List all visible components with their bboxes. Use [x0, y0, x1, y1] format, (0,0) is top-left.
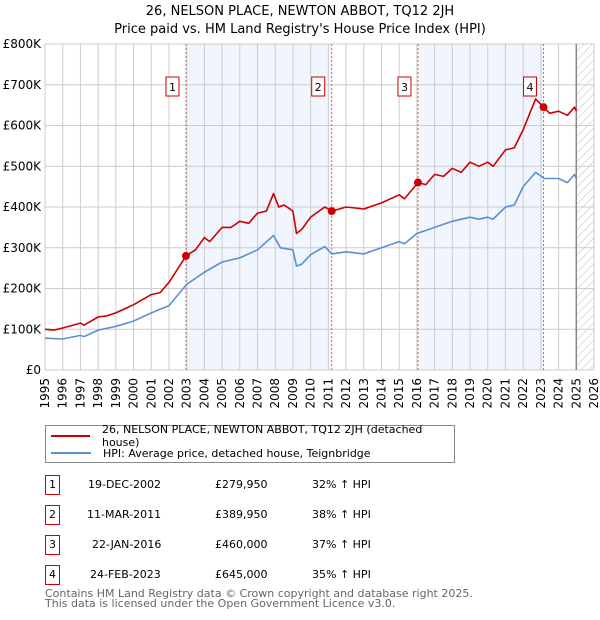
x-tick-label: 1996	[56, 378, 70, 409]
x-tick-label: 2018	[445, 378, 459, 409]
sale-point	[181, 251, 190, 260]
sale-label: 3	[401, 81, 408, 94]
chart-subtitle: Price paid vs. HM Land Registry's House …	[114, 22, 486, 37]
y-tick-label: £800K	[3, 37, 43, 51]
property-price-line	[44, 98, 578, 331]
legend: 26, NELSON PLACE, NEWTON ABBOT, TQ12 2JH…	[45, 423, 455, 463]
sale-label-box	[523, 76, 538, 97]
x-tick-label: 1999	[109, 378, 123, 409]
x-tick-label: 2005	[215, 378, 229, 409]
x-tick-label: 2019	[463, 378, 477, 409]
x-tick-label: 2013	[357, 378, 371, 409]
sale-label-box	[165, 76, 180, 97]
x-tick-label: 2021	[498, 378, 512, 409]
y-tick-label: £700K	[3, 78, 43, 92]
sale-label: 2	[315, 81, 322, 94]
x-tick-label: 2025	[569, 378, 583, 409]
x-tick-label: 2022	[516, 378, 530, 409]
x-tick-label: 2024	[552, 378, 566, 409]
y-tick-label: £400K	[3, 200, 43, 214]
x-tick-label: 2011	[321, 378, 335, 409]
x-tick-label: 2002	[162, 378, 176, 409]
footer-copyright: Contains HM Land Registry data © Crown c…	[45, 587, 473, 600]
sale-row: 3 22-JAN-2016 £460,000 37% ↑ HPI	[45, 535, 465, 555]
hpi-line	[44, 171, 578, 340]
chart-title: 26, NELSON PLACE, NEWTON ABBOT, TQ12 2JH	[145, 4, 455, 19]
sale-row: 2 11-MAR-2011 £389,950 38% ↑ HPI	[45, 505, 465, 525]
sale-hpi: 32% ↑ HPI	[312, 478, 371, 491]
sale-price: £645,000	[215, 568, 268, 581]
x-tick-label: 2004	[197, 378, 211, 409]
x-tick-label: 2003	[180, 378, 194, 409]
x-tick-label: 2006	[233, 378, 247, 409]
sale-point	[327, 207, 336, 216]
legend-label-property: 26, NELSON PLACE, NEWTON ABBOT, TQ12 2JH…	[101, 423, 423, 449]
x-tick-label: 2014	[374, 378, 388, 409]
sale-date: 11-MAR-2011	[87, 508, 162, 521]
sale-hpi: 37% ↑ HPI	[312, 538, 371, 551]
sale-date: 22-JAN-2016	[92, 538, 162, 551]
x-tick-label: 2017	[428, 378, 442, 409]
sale-row: 1 19-DEC-2002 £279,950 32% ↑ HPI	[45, 475, 465, 495]
legend-swatch-hpi	[51, 452, 91, 454]
sale-price: £460,000	[215, 538, 268, 551]
sale-price: £389,950	[215, 508, 268, 521]
sale-marker: 4	[45, 565, 60, 585]
y-tick-label: £200K	[3, 282, 43, 296]
footer-licence: This data is licensed under the Open Gov…	[45, 597, 396, 610]
y-tick-label: £300K	[3, 241, 43, 255]
x-tick-label: 2015	[392, 378, 406, 409]
sale-date: 19-DEC-2002	[88, 478, 162, 491]
x-tick-label: 2016	[410, 378, 424, 409]
sale-label: 4	[527, 81, 534, 94]
sale-price: £279,950	[215, 478, 268, 491]
sale-marker: 1	[45, 475, 60, 495]
sale-label: 1	[169, 81, 176, 94]
legend-label-hpi: HPI: Average price, detached house, Teig…	[103, 446, 371, 460]
x-tick-label: 2020	[481, 378, 495, 409]
legend-swatch-property	[51, 435, 90, 437]
sale-hpi: 38% ↑ HPI	[312, 508, 371, 521]
sale-row: 4 24-FEB-2023 £645,000 35% ↑ HPI	[45, 565, 465, 585]
sale-point	[539, 103, 548, 112]
x-tick-label: 2007	[251, 378, 265, 409]
x-tick-label: 1997	[73, 378, 87, 409]
sale-label-box	[311, 76, 326, 97]
x-tick-label: 2009	[286, 378, 300, 409]
sale-date: 24-FEB-2023	[90, 568, 161, 581]
x-tick-label: 2000	[127, 378, 141, 409]
sale-marker: 3	[45, 535, 60, 555]
y-tick-label: £100K	[3, 322, 43, 336]
x-tick-label: 2012	[339, 378, 353, 409]
footer: Contains HM Land Registry data © Crown c…	[45, 587, 473, 610]
x-tick-label: 2008	[268, 378, 282, 409]
y-tick-label: £500K	[3, 159, 43, 173]
y-tick-label: £600K	[3, 119, 43, 133]
sale-point	[413, 178, 422, 187]
x-tick-label: 1998	[91, 378, 105, 409]
x-tick-label: 2023	[534, 378, 548, 409]
sale-hpi: 35% ↑ HPI	[312, 568, 371, 581]
y-tick-label: £0	[26, 363, 41, 377]
price-chart: 1995 1996 1997 1998 1999 2000 2001 2002 2003 2004…	[3, 37, 600, 409]
x-tick-label: 1995	[38, 378, 52, 409]
x-tick-label: 2026	[587, 378, 600, 409]
sale-label-box	[397, 76, 412, 97]
x-tick-label: 2010	[304, 378, 318, 409]
x-tick-label: 2001	[144, 378, 158, 409]
sale-marker: 2	[45, 505, 60, 525]
